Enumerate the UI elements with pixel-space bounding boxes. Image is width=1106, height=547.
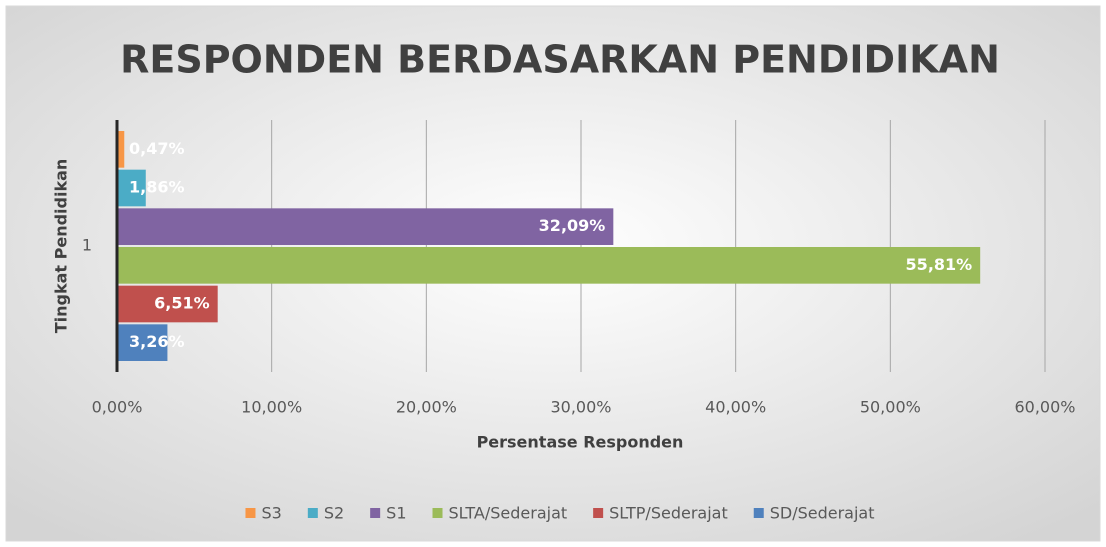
chart-title: RESPONDEN BERDASARKAN PENDIDIKAN xyxy=(120,38,1000,82)
legend-swatch xyxy=(245,508,256,518)
legend-label: S2 xyxy=(324,504,344,523)
legend-swatch xyxy=(307,508,318,518)
x-tick-label: 60,00% xyxy=(1014,398,1075,417)
x-tick-label: 50,00% xyxy=(860,398,921,417)
legend-label: SLTA/Sederajat xyxy=(449,504,568,523)
legend-swatch xyxy=(753,508,764,518)
bar xyxy=(117,208,614,245)
data-label: 1,86% xyxy=(129,178,185,197)
bar xyxy=(117,247,981,284)
data-label: 55,81% xyxy=(906,255,973,274)
y-tick-label: 1 xyxy=(82,236,92,255)
data-label: 32,09% xyxy=(539,216,606,235)
data-label: 6,51% xyxy=(154,294,210,313)
bar xyxy=(117,324,168,361)
x-axis-title: Persentase Responden xyxy=(477,433,684,452)
legend: S3 S2 S1 SLTA/Sederajat SLTP/Sederajat SD/Sed… xyxy=(245,504,875,523)
x-tick-label: 0,00% xyxy=(92,398,143,417)
x-tick-label: 10,00% xyxy=(241,398,302,417)
legend-label: S3 xyxy=(261,504,281,523)
y-axis-title: Tingkat Pendidikan xyxy=(52,159,71,334)
data-label: 0,47% xyxy=(129,139,185,158)
legend-swatch xyxy=(593,508,604,518)
data-label: 3,26% xyxy=(129,332,185,351)
legend-swatch xyxy=(370,508,381,518)
legend-label: SD/Sederajat xyxy=(770,504,875,523)
legend-swatch xyxy=(432,508,443,518)
bar xyxy=(117,131,125,168)
legend-label: S1 xyxy=(386,504,406,523)
legend-label: SLTP/Sederajat xyxy=(609,504,728,523)
bar xyxy=(117,169,146,207)
bars: 0,47% 1,86% 32,09% 55,81% 6,51% 3,26% xyxy=(115,120,981,372)
x-tick-label: 40,00% xyxy=(705,398,766,417)
x-tick-label: 20,00% xyxy=(396,398,457,417)
bar xyxy=(117,285,218,323)
x-tick-label: 30,00% xyxy=(550,398,611,417)
